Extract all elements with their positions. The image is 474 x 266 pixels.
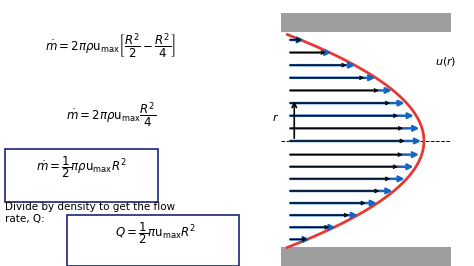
Text: $\dot{m} = 2\pi\rho\mathrm{u}_{\mathrm{max}}\left[\dfrac{R^2}{2} - \dfrac{R^2}{4: $\dot{m} = 2\pi\rho\mathrm{u}_{\mathrm{m… [46,32,176,61]
Text: $\dot{m} = \dfrac{1}{2}\pi\rho\mathrm{u}_{\mathrm{max}}R^2$: $\dot{m} = \dfrac{1}{2}\pi\rho\mathrm{u}… [36,154,127,180]
Bar [281,247,451,266]
Text: $u(r)$: $u(r)$ [435,55,457,68]
Bar [281,13,451,32]
Text: $Q = \dfrac{1}{2}\pi\mathrm{u}_{\mathrm{max}}R^2$: $Q = \dfrac{1}{2}\pi\mathrm{u}_{\mathrm{… [115,221,196,247]
Text: $\dot{m} = 2\pi\rho\mathrm{u}_{\mathrm{max}}\dfrac{R^2}{4}$: $\dot{m} = 2\pi\rho\mathrm{u}_{\mathrm{m… [66,101,156,130]
Text: Divide by density to get the flow
rate, Q:: Divide by density to get the flow rate, … [5,202,175,224]
Text: $r$: $r$ [273,111,280,123]
FancyBboxPatch shape [66,215,239,266]
FancyBboxPatch shape [5,149,158,202]
